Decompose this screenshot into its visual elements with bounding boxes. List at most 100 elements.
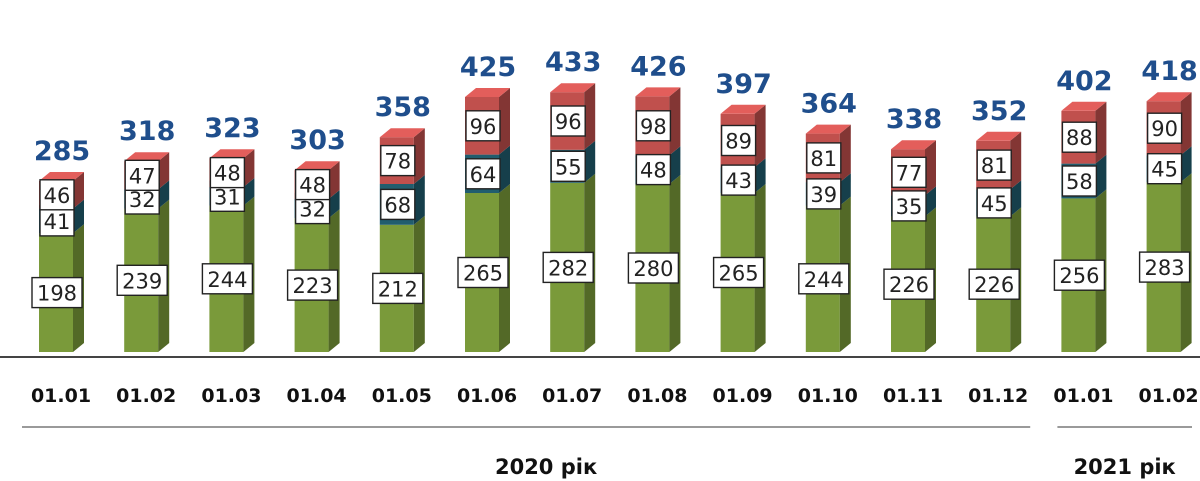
value-label-box-s0-3	[286, 269, 339, 301]
value-label-s1-5: 64	[470, 163, 497, 187]
value-label-s2-9: 81	[810, 147, 837, 171]
bar-side-s2-7	[669, 87, 681, 156]
x-tick-label-12: 01.01	[1053, 385, 1113, 407]
value-label-box-s2-0	[39, 179, 75, 211]
value-label-s0-11: 226	[974, 273, 1014, 297]
value-label-s2-13: 90	[1151, 117, 1178, 141]
value-label-s0-13: 283	[1145, 256, 1185, 280]
bar-stack-12: 256 58 88 402	[1053, 66, 1113, 352]
value-label-s0-12: 256	[1059, 264, 1099, 288]
group-label-0: 2020 рік	[495, 455, 597, 479]
value-label-box-s0-6	[542, 251, 594, 284]
total-label-11: 352	[971, 96, 1027, 127]
bar-side-s2-13	[1180, 92, 1192, 156]
value-label-s2-8: 89	[725, 130, 752, 154]
value-label-s2-1: 47	[129, 164, 156, 188]
value-label-s1-3: 32	[299, 198, 326, 222]
bar-top-7	[635, 87, 681, 97]
bar-top-11	[976, 131, 1022, 141]
value-label-box-s2-7	[635, 110, 672, 142]
total-label-3: 303	[289, 125, 345, 156]
bar-top-5	[465, 88, 510, 97]
bar-side-s1-3	[328, 190, 340, 219]
x-tick-label-13: 01.02	[1139, 385, 1199, 407]
value-label-s2-11: 81	[981, 154, 1008, 178]
total-label-1: 318	[119, 116, 175, 147]
total-label-13: 418	[1141, 56, 1197, 87]
total-label-9: 364	[801, 89, 857, 120]
value-label-box-s2-10	[891, 156, 927, 189]
bar-side-s1-2	[243, 178, 255, 206]
value-label-s0-9: 244	[804, 268, 844, 292]
total-label-5: 425	[460, 52, 516, 83]
bar-top-13	[1146, 92, 1192, 102]
value-label-box-s1-10	[891, 190, 927, 222]
bar-stack-11: 226 45 81 352	[968, 96, 1027, 352]
bar-stack-6: 282 55 96 433	[542, 47, 601, 352]
value-label-s0-6: 282	[548, 256, 588, 280]
value-label-s2-3: 48	[299, 174, 326, 198]
value-label-s2-7: 98	[640, 115, 667, 139]
bar-side-s1-12	[1095, 154, 1107, 199]
value-label-box-s2-5	[465, 110, 501, 142]
bar-side-s1-4	[413, 175, 425, 225]
value-label-box-s0-0	[31, 276, 83, 309]
total-label-7: 426	[630, 51, 686, 82]
value-label-box-s0-13	[1138, 251, 1191, 283]
value-label-s0-0: 198	[37, 282, 77, 306]
total-label-12: 402	[1056, 66, 1112, 97]
value-label-s2-5: 96	[470, 115, 497, 139]
value-label-box-s1-0	[39, 205, 75, 237]
bar-side-s1-9	[839, 173, 851, 206]
bar-side-s1-8	[754, 158, 766, 193]
value-label-box-s0-1	[116, 264, 168, 296]
value-label-s2-10: 77	[896, 161, 923, 185]
bar-top-0	[39, 172, 84, 181]
value-label-box-s0-10	[883, 268, 935, 300]
value-label-box-s1-11	[976, 187, 1012, 219]
bar-top-3	[294, 161, 340, 171]
bar-side-s1-6	[584, 140, 596, 183]
bar-stack-8: 265 43 89 397	[712, 69, 772, 352]
bar-top-10	[891, 140, 936, 150]
bar-side-s2-4	[413, 128, 425, 184]
bar-side-s2-6	[584, 83, 596, 150]
value-label-s0-1: 239	[122, 269, 162, 293]
x-tick-label-7: 01.08	[627, 385, 687, 407]
value-label-s1-7: 48	[640, 159, 667, 183]
bar-side-s1-1	[158, 180, 170, 209]
value-label-box-s2-6	[550, 105, 586, 137]
value-label-box-s0-4	[372, 272, 424, 305]
bar-top-1	[124, 152, 170, 162]
bar-side-s1-10	[925, 186, 936, 217]
value-label-box-s2-4	[380, 144, 416, 177]
bar-side-s1-0	[73, 199, 84, 234]
value-label-box-s0-5	[457, 256, 509, 289]
value-label-box-s2-12	[1061, 121, 1098, 153]
bar-side-s2-10	[925, 140, 936, 196]
value-label-s1-9: 39	[810, 183, 837, 207]
value-label-s0-4: 212	[378, 277, 418, 301]
value-label-s2-2: 48	[214, 162, 241, 186]
value-label-s0-2: 244	[207, 268, 247, 292]
bar-top-12	[1061, 101, 1107, 111]
total-label-4: 358	[375, 92, 431, 123]
value-label-box-s1-4	[380, 188, 416, 221]
bar-side-s2-12	[1095, 101, 1107, 164]
value-label-box-s1-7	[635, 153, 672, 186]
bar-side-s2-8	[754, 104, 766, 168]
value-label-s1-10: 35	[896, 195, 923, 219]
total-label-8: 397	[715, 69, 771, 100]
total-label-6: 433	[545, 47, 601, 78]
x-tick-label-11: 01.12	[968, 385, 1028, 407]
bar-side-s1-7	[669, 146, 681, 184]
bar-top-6	[550, 83, 596, 93]
value-label-box-s2-9	[806, 142, 842, 174]
value-label-s1-12: 58	[1066, 170, 1093, 194]
bar-stack-4: 212 68 78 358	[372, 92, 431, 352]
x-tick-labels: 01.01 01.02 01.03 01.04 01.05 01.06 01.07 01.08…	[31, 385, 1199, 407]
value-label-s2-12: 88	[1066, 126, 1093, 150]
bar-stack-13: 283 45 90 418	[1138, 56, 1198, 352]
